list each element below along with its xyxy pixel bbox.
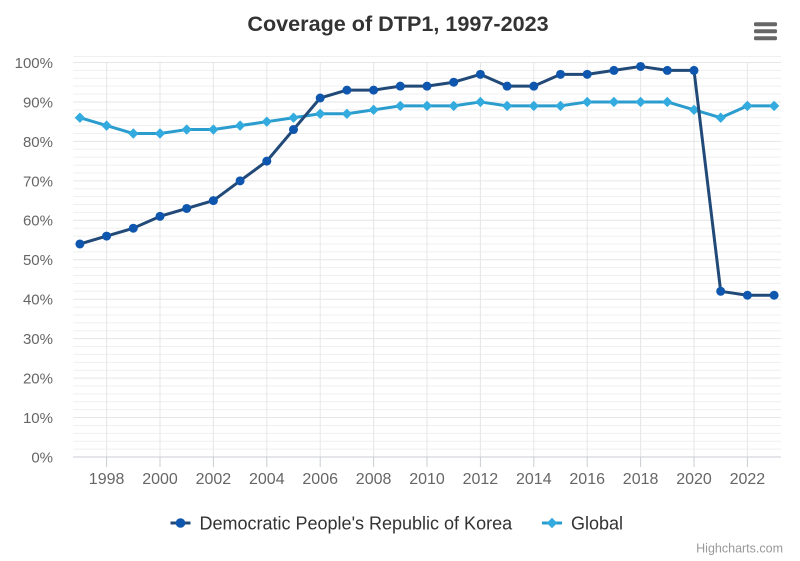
svg-text:2022: 2022 [730, 471, 766, 488]
svg-text:30%: 30% [23, 331, 53, 348]
svg-text:Democratic People's Republic o: Democratic People's Republic of Korea [200, 514, 514, 534]
svg-text:2000: 2000 [142, 471, 178, 488]
svg-text:Highcharts.com: Highcharts.com [696, 542, 783, 556]
svg-text:2012: 2012 [463, 471, 499, 488]
svg-text:2004: 2004 [249, 471, 285, 488]
svg-text:2010: 2010 [409, 471, 445, 488]
svg-text:2020: 2020 [676, 471, 712, 488]
svg-text:70%: 70% [23, 173, 53, 190]
svg-text:0%: 0% [31, 449, 53, 466]
svg-text:80%: 80% [23, 134, 53, 151]
svg-text:20%: 20% [23, 371, 53, 388]
svg-text:2018: 2018 [623, 471, 659, 488]
svg-text:90%: 90% [23, 94, 53, 111]
svg-text:Coverage of DTP1, 1997-2023: Coverage of DTP1, 1997-2023 [247, 11, 548, 36]
svg-text:2002: 2002 [196, 471, 232, 488]
svg-text:2016: 2016 [569, 471, 605, 488]
svg-text:2006: 2006 [302, 471, 338, 488]
svg-text:2008: 2008 [356, 471, 392, 488]
svg-text:1998: 1998 [89, 471, 125, 488]
svg-text:100%: 100% [15, 55, 53, 72]
svg-text:40%: 40% [23, 292, 53, 309]
svg-text:60%: 60% [23, 213, 53, 230]
svg-text:2014: 2014 [516, 471, 552, 488]
svg-text:50%: 50% [23, 252, 53, 269]
svg-text:10%: 10% [23, 410, 53, 427]
svg-text:Global: Global [571, 514, 623, 534]
